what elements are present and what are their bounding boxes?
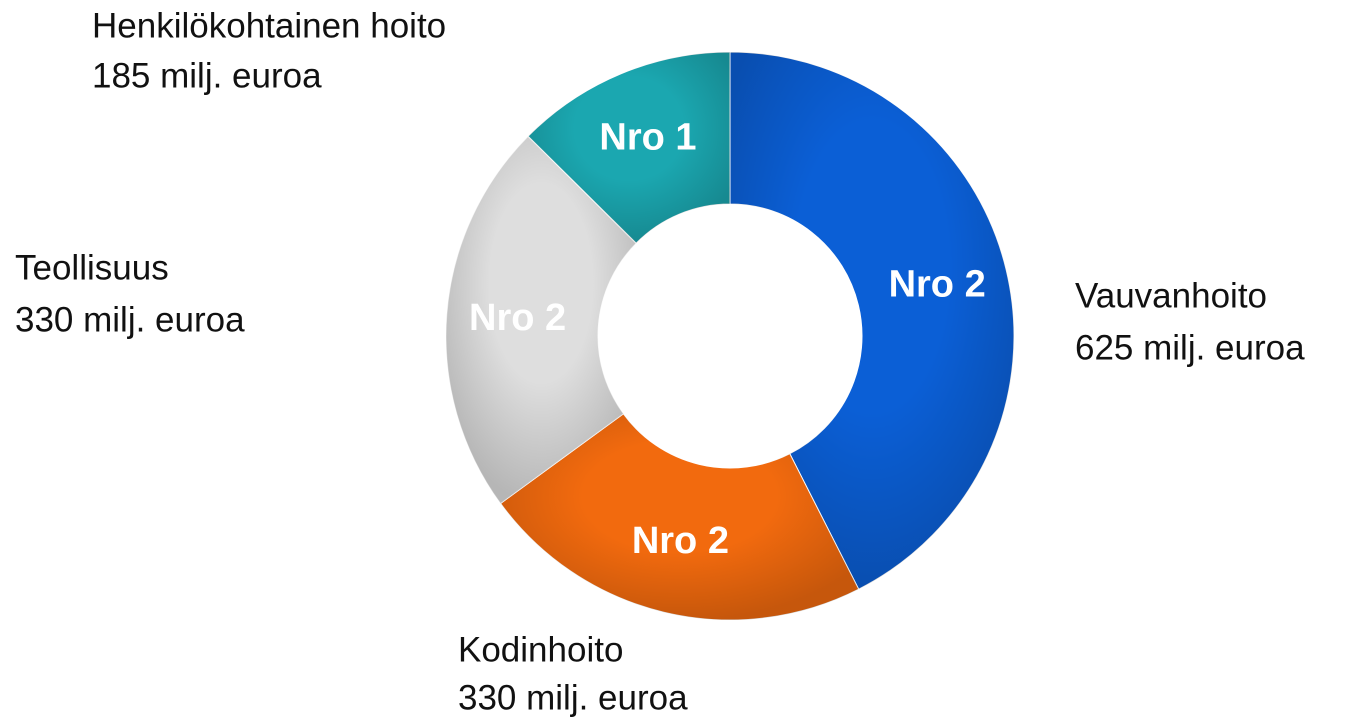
category-label: Vauvanhoito: [1075, 276, 1267, 315]
category-label: Teollisuus: [15, 248, 169, 287]
value-label: 330 milj. euroa: [15, 300, 245, 339]
slice-rank: Nro 2: [889, 263, 986, 305]
category-label: Kodinhoito: [458, 630, 623, 669]
value-label: 185 milj. euroa: [92, 56, 322, 95]
value-label: 625 milj. euroa: [1075, 328, 1305, 367]
slice-rank: Nro 2: [469, 297, 566, 339]
slice-rank: Nro 2: [632, 520, 729, 562]
value-label: 330 milj. euroa: [458, 678, 688, 717]
category-label: Henkilökohtainen hoito: [92, 6, 446, 45]
slice-rank: Nro 1: [599, 116, 696, 158]
